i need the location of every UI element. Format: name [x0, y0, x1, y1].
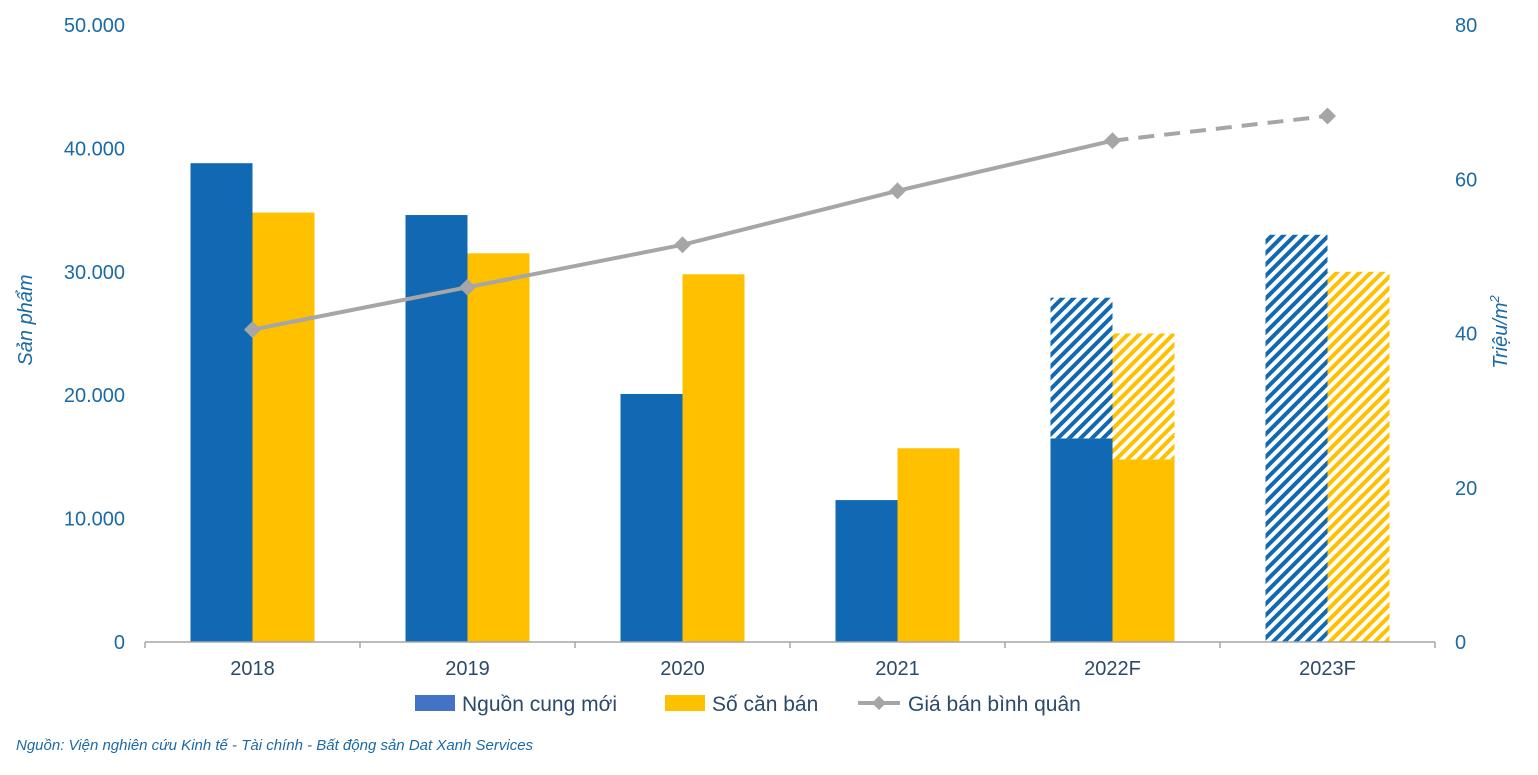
- price-marker-2018: [244, 321, 261, 339]
- y2-tick-label: 20: [1455, 478, 1477, 500]
- x-axis: [144, 641, 1436, 648]
- bar-sold-2019: [467, 253, 530, 643]
- bar-sold-2022F: [1112, 459, 1175, 642]
- y-tick-label: 10.000: [64, 509, 125, 531]
- y-axis-title: Sản phẩm: [15, 274, 37, 365]
- y-tick-label: 40.000: [64, 138, 125, 160]
- y2-axis-title-main: Triệu/m: [1490, 302, 1512, 368]
- bar-sold-forecast-2022F: [1112, 333, 1175, 460]
- legend-swatch-supply: [415, 695, 455, 711]
- y2-tick-label: 0: [1455, 632, 1466, 654]
- x-tick-label: 2023F: [1299, 658, 1356, 680]
- price-marker-2022F: [1104, 132, 1121, 150]
- legend-swatch-sold: [665, 695, 705, 711]
- x-tick-label: 2020: [660, 658, 705, 680]
- price-marker-2019: [459, 278, 476, 296]
- price-marker-2020: [674, 236, 691, 254]
- y-tick-label: 0: [114, 632, 125, 654]
- x-tick-label: 2022F: [1084, 658, 1141, 680]
- price-line-forecast: [1112, 114, 1328, 143]
- y-tick-label: 20.000: [64, 385, 125, 407]
- x-tick-label: 2018: [230, 658, 275, 680]
- bar-supply-2019: [405, 215, 468, 642]
- x-tick-label: 2021: [875, 658, 920, 680]
- legend-label-sold: Số căn bán: [712, 693, 818, 716]
- legend-label-supply: Nguồn cung mới: [462, 693, 617, 716]
- y-tick-label: 30.000: [64, 262, 125, 284]
- source-note: Nguồn: Viện nghiên cứu Kinh tế - Tài chí…: [16, 737, 534, 754]
- y-axis-left-ticks: 0 10.000 20.000 30.000 40.000 50.000: [64, 15, 125, 654]
- bar-supply-forecast-2022F: [1050, 297, 1113, 439]
- y2-tick-label: 40: [1455, 324, 1477, 346]
- price-marker-2021: [889, 182, 906, 200]
- y2-tick-label: 80: [1455, 15, 1477, 37]
- bar-sold-2018: [252, 212, 315, 642]
- bar-sold-forecast-2023F: [1327, 271, 1390, 642]
- y2-tick-label: 60: [1455, 169, 1477, 191]
- x-tick-label: 2019: [445, 658, 490, 680]
- bar-series-group: [190, 163, 1390, 643]
- y-tick-label: 50.000: [64, 15, 125, 37]
- price-marker-2023F: [1319, 107, 1336, 125]
- bar-sold-2021: [897, 448, 960, 642]
- bar-supply-2022F: [1050, 438, 1113, 642]
- legend: Nguồn cung mới Số căn bán Giá bán bình q…: [415, 693, 1081, 716]
- bar-supply-2020: [620, 393, 683, 642]
- y-axis-right-ticks: 0 20 40 60 80: [1455, 15, 1477, 654]
- y2-axis-title-sup: 2: [1487, 294, 1502, 303]
- legend-swatch-price-marker: [871, 695, 887, 711]
- y2-axis-title: Triệu/m2: [1487, 294, 1512, 368]
- legend-label-price: Giá bán bình quân: [908, 693, 1081, 716]
- x-axis-ticks: 2018 2019 2020 2021 2022F 2023F: [230, 658, 1356, 680]
- bar-supply-2018: [190, 163, 253, 642]
- bar-sold-2020: [682, 274, 745, 642]
- bar-supply-2021: [835, 500, 898, 642]
- bar-supply-forecast-2023F: [1265, 234, 1328, 642]
